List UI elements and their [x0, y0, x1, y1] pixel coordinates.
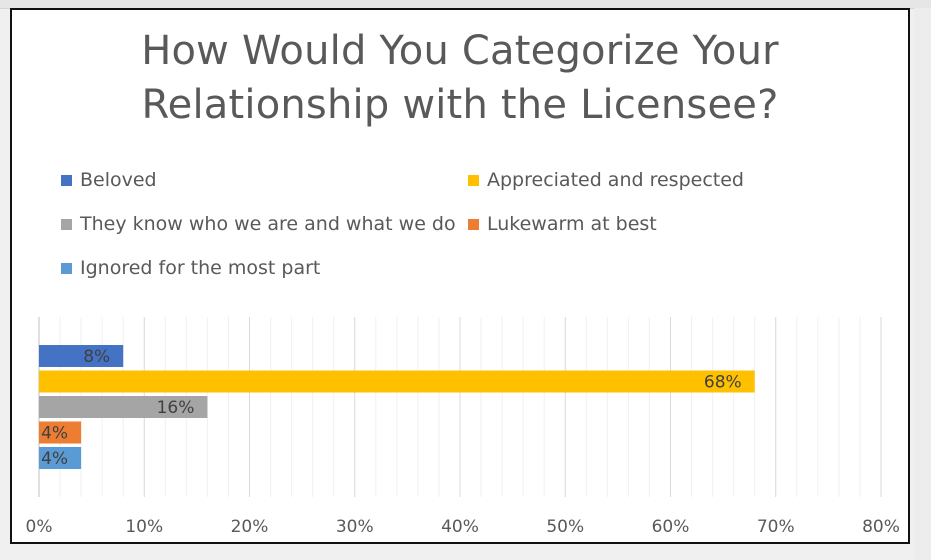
legend-item-lukewarm[interactable]: Lukewarm at best — [468, 213, 657, 235]
x-tick-label: 20% — [231, 517, 269, 537]
bar-1[interactable] — [39, 370, 755, 393]
bar-value-label-3: 4% — [41, 424, 68, 444]
data-labels: 8% 68% 16% 4% 4% — [41, 347, 742, 469]
chart-area[interactable]: How Would You Categorize Your Relationsh… — [10, 8, 910, 544]
chart-title-line-2: Relationship with the Licensee? — [141, 82, 779, 128]
bar-value-label-4: 4% — [41, 449, 68, 469]
legend-swatch-lukewarm — [468, 218, 479, 230]
x-tick-label: 0% — [26, 517, 53, 537]
x-tick-label: 50% — [546, 517, 584, 537]
bar-value-label-0: 8% — [83, 347, 110, 367]
x-axis-ticks: 0% 10% 20% 30% 40% 50% 60% 70% 80% — [26, 517, 900, 537]
x-tick-label: 80% — [862, 517, 900, 537]
legend-item-know-us[interactable]: They know who we are and what we do — [61, 213, 456, 235]
chart-title: How Would You Categorize Your Relationsh… — [12, 24, 908, 132]
bar-3[interactable] — [39, 421, 82, 444]
bar-2[interactable] — [39, 396, 208, 418]
plot-area: 8% 68% 16% 4% 4% 0% 10% 20% 30% 40% 50% 60% 70% 80% — [26, 317, 900, 537]
chart-title-line-1: How Would You Categorize Your — [141, 28, 779, 74]
legend-swatch-beloved — [61, 174, 72, 186]
bars — [39, 345, 755, 469]
x-tick-label: 40% — [441, 517, 479, 537]
legend-label-ignored: Ignored for the most part — [80, 257, 321, 279]
bar-value-label-2: 16% — [157, 398, 195, 418]
legend-label-lukewarm: Lukewarm at best — [487, 213, 657, 235]
legend-label-know-us: They know who we are and what we do — [80, 213, 456, 235]
x-tick-label: 10% — [125, 517, 163, 537]
bar-value-label-1: 68% — [704, 373, 742, 393]
legend-swatch-ignored — [61, 262, 72, 274]
legend-label-appreciated: Appreciated and respected — [487, 169, 744, 191]
x-tick-label: 60% — [652, 517, 690, 537]
bar-4[interactable] — [39, 447, 82, 469]
legend-item-appreciated[interactable]: Appreciated and respected — [468, 169, 744, 191]
legend-item-beloved[interactable]: Beloved — [61, 169, 157, 191]
legend-swatch-know-us — [61, 218, 72, 230]
bar-0[interactable] — [39, 345, 124, 367]
x-tick-label: 70% — [757, 517, 795, 537]
legend-item-ignored[interactable]: Ignored for the most part — [61, 257, 320, 279]
legend-swatch-appreciated — [468, 174, 479, 186]
window-gutter — [914, 8, 931, 560]
legend-label-beloved: Beloved — [80, 169, 157, 191]
x-tick-label: 30% — [336, 517, 374, 537]
